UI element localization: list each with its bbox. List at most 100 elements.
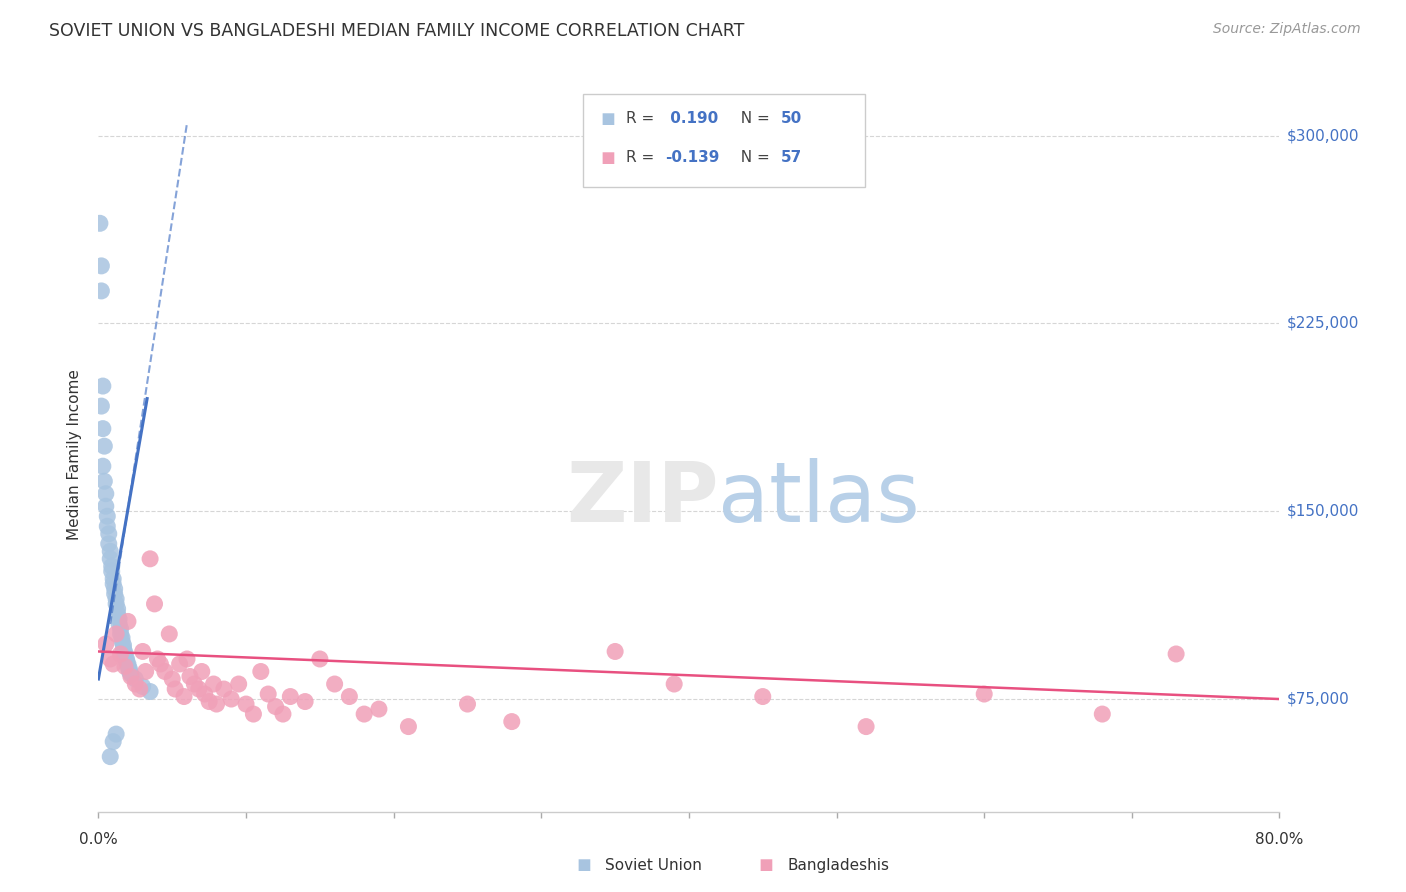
Point <box>104 582 127 596</box>
Point <box>112 642 135 657</box>
Point <box>973 687 995 701</box>
Text: R =: R = <box>626 151 659 165</box>
Point <box>97 526 120 541</box>
Point <box>149 657 172 671</box>
Point <box>162 672 183 686</box>
Text: $150,000: $150,000 <box>1286 504 1358 519</box>
Point <box>103 572 125 586</box>
Point <box>110 647 132 661</box>
Point <box>98 652 121 666</box>
Text: SOVIET UNION VS BANGLADESHI MEDIAN FAMILY INCOME CORRELATION CHART: SOVIET UNION VS BANGLADESHI MEDIAN FAMIL… <box>49 22 745 40</box>
Point <box>105 597 128 611</box>
Point <box>115 655 138 669</box>
Point <box>117 615 139 629</box>
Point <box>105 727 128 741</box>
Point <box>169 657 191 671</box>
Point <box>1091 707 1114 722</box>
Point <box>93 439 115 453</box>
Text: N =: N = <box>731 151 775 165</box>
Point <box>96 519 118 533</box>
Point <box>111 631 134 645</box>
Point <box>191 665 214 679</box>
Point <box>94 637 117 651</box>
Text: atlas: atlas <box>718 458 920 540</box>
Point <box>456 697 478 711</box>
Point <box>91 379 114 393</box>
Point <box>93 474 115 488</box>
Point <box>198 694 221 708</box>
Point <box>139 684 162 698</box>
Point <box>124 672 146 686</box>
Point <box>97 537 120 551</box>
Point <box>117 657 139 671</box>
Point <box>212 681 235 696</box>
Point <box>104 587 127 601</box>
Point <box>90 259 112 273</box>
Point <box>105 591 128 606</box>
Text: 57: 57 <box>780 151 801 165</box>
Point <box>165 681 187 696</box>
Point <box>111 634 134 648</box>
Text: 0.190: 0.190 <box>665 112 718 126</box>
Point <box>114 646 136 660</box>
Text: Soviet Union: Soviet Union <box>605 858 702 872</box>
Text: N =: N = <box>731 112 775 126</box>
Text: ◼: ◼ <box>759 856 773 874</box>
Point <box>264 699 287 714</box>
Point <box>146 652 169 666</box>
Point <box>183 677 205 691</box>
Point <box>103 657 125 671</box>
Text: ZIP: ZIP <box>567 458 718 540</box>
Point <box>176 652 198 666</box>
Point <box>235 697 257 711</box>
Point <box>250 665 273 679</box>
Text: 80.0%: 80.0% <box>1256 831 1303 847</box>
Point <box>108 616 131 631</box>
Point <box>118 665 141 679</box>
Point <box>100 565 122 579</box>
Point <box>120 667 142 681</box>
Text: Bangladeshis: Bangladeshis <box>787 858 890 872</box>
Point <box>107 607 129 621</box>
Point <box>605 644 627 658</box>
Point <box>91 422 114 436</box>
Point <box>664 677 686 691</box>
Point <box>118 662 141 676</box>
Point <box>100 559 122 574</box>
Text: R =: R = <box>626 112 659 126</box>
Point <box>96 509 118 524</box>
Point <box>98 749 121 764</box>
Point <box>173 690 195 704</box>
Point <box>323 677 346 691</box>
Point <box>309 652 332 666</box>
Point <box>135 665 157 679</box>
Point <box>139 551 162 566</box>
Text: 50: 50 <box>780 112 801 126</box>
Text: ◼: ◼ <box>600 149 616 167</box>
Point <box>124 677 146 691</box>
Point <box>94 500 117 514</box>
Point <box>278 690 302 704</box>
Point <box>117 659 139 673</box>
Point <box>90 399 112 413</box>
Point <box>271 707 294 722</box>
Point <box>1164 647 1187 661</box>
Point <box>103 734 125 748</box>
Text: ◼: ◼ <box>576 856 591 874</box>
Point <box>337 690 360 704</box>
Point <box>368 702 391 716</box>
Point <box>128 681 150 696</box>
Point <box>114 649 136 664</box>
Point <box>219 692 242 706</box>
Point <box>110 622 132 636</box>
Point <box>353 707 375 722</box>
Y-axis label: Median Family Income: Median Family Income <box>67 369 83 541</box>
Point <box>108 612 131 626</box>
Text: $75,000: $75,000 <box>1286 691 1350 706</box>
Point <box>89 216 111 230</box>
Point <box>107 602 129 616</box>
Point <box>110 627 132 641</box>
Text: $225,000: $225,000 <box>1286 316 1358 331</box>
Text: 0.0%: 0.0% <box>79 831 118 847</box>
Point <box>115 652 138 666</box>
